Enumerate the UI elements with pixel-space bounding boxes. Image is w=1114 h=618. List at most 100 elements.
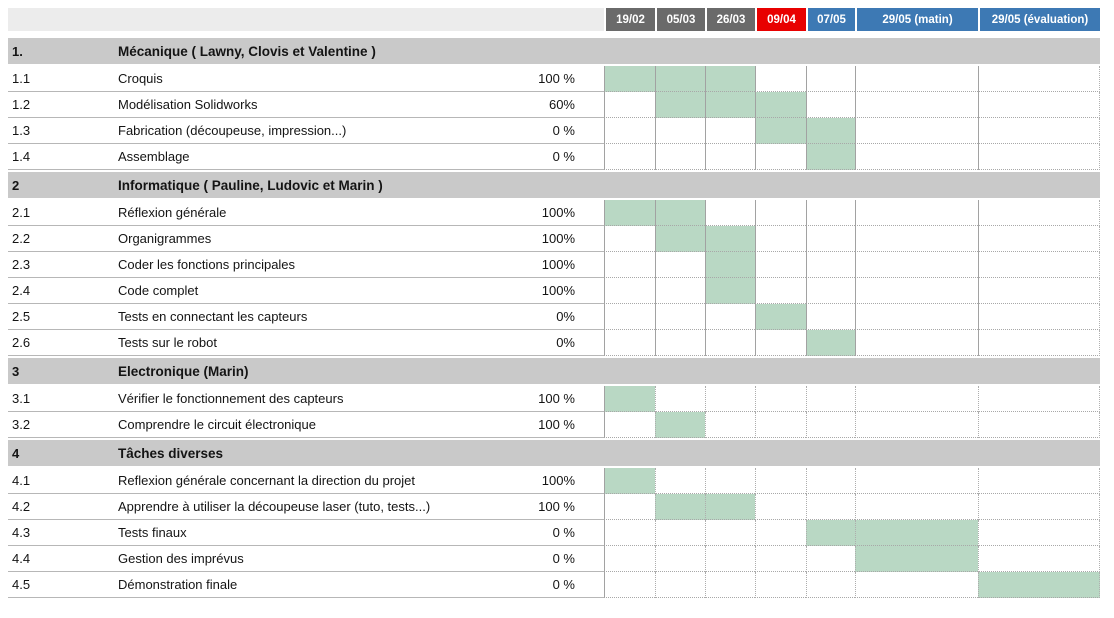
gantt-cell[interactable] bbox=[855, 278, 978, 304]
task-id[interactable]: 4.5 bbox=[8, 572, 118, 598]
gantt-cell[interactable] bbox=[655, 386, 705, 412]
task-progress[interactable]: 100 % bbox=[500, 412, 604, 438]
section-id[interactable]: 1. bbox=[12, 43, 23, 59]
gantt-cell-filled[interactable] bbox=[604, 386, 655, 412]
task-label[interactable]: Tests sur le robot bbox=[118, 330, 500, 356]
gantt-cell[interactable] bbox=[855, 468, 978, 494]
gantt-cell[interactable] bbox=[604, 252, 655, 278]
gantt-cell[interactable] bbox=[978, 66, 1100, 92]
gantt-cell[interactable] bbox=[755, 278, 806, 304]
gantt-cell[interactable] bbox=[855, 118, 978, 144]
task-id[interactable]: 4.1 bbox=[8, 468, 118, 494]
gantt-cell[interactable] bbox=[978, 226, 1100, 252]
gantt-cell-filled[interactable] bbox=[655, 412, 705, 438]
gantt-cell[interactable] bbox=[655, 304, 705, 330]
task-progress[interactable]: 100% bbox=[500, 278, 604, 304]
task-label[interactable]: Tests finaux bbox=[118, 520, 500, 546]
task-id[interactable]: 2.1 bbox=[8, 200, 118, 226]
task-label[interactable]: Fabrication (découpeuse, impression...) bbox=[118, 118, 500, 144]
gantt-cell[interactable] bbox=[705, 468, 755, 494]
gantt-cell[interactable] bbox=[604, 330, 655, 356]
gantt-cell[interactable] bbox=[978, 520, 1100, 546]
section-title[interactable]: Informatique ( Pauline, Ludovic et Marin… bbox=[118, 177, 383, 193]
gantt-cell-filled[interactable] bbox=[978, 572, 1100, 598]
gantt-cell[interactable] bbox=[855, 252, 978, 278]
gantt-cell[interactable] bbox=[655, 468, 705, 494]
date-header-cell[interactable]: 07/05 bbox=[806, 8, 855, 31]
task-id[interactable]: 2.3 bbox=[8, 252, 118, 278]
gantt-cell-filled[interactable] bbox=[755, 304, 806, 330]
gantt-cell[interactable] bbox=[755, 468, 806, 494]
gantt-cell[interactable] bbox=[806, 468, 855, 494]
gantt-cell[interactable] bbox=[806, 546, 855, 572]
gantt-cell[interactable] bbox=[755, 200, 806, 226]
gantt-cell[interactable] bbox=[806, 386, 855, 412]
gantt-cell[interactable] bbox=[604, 144, 655, 170]
gantt-cell[interactable] bbox=[755, 252, 806, 278]
gantt-cell[interactable] bbox=[604, 546, 655, 572]
gantt-cell[interactable] bbox=[806, 200, 855, 226]
gantt-cell[interactable] bbox=[705, 546, 755, 572]
gantt-cell[interactable] bbox=[655, 278, 705, 304]
task-progress[interactable]: 0 % bbox=[500, 520, 604, 546]
task-progress[interactable]: 100 % bbox=[500, 386, 604, 412]
gantt-cell[interactable] bbox=[655, 144, 705, 170]
gantt-cell[interactable] bbox=[855, 200, 978, 226]
gantt-cell[interactable] bbox=[705, 304, 755, 330]
gantt-cell[interactable] bbox=[855, 386, 978, 412]
task-id[interactable]: 3.1 bbox=[8, 386, 118, 412]
task-progress[interactable]: 100% bbox=[500, 468, 604, 494]
gantt-cell[interactable] bbox=[978, 412, 1100, 438]
gantt-cell[interactable] bbox=[855, 66, 978, 92]
date-header-cell[interactable]: 19/02 bbox=[604, 8, 655, 31]
gantt-cell[interactable] bbox=[978, 278, 1100, 304]
gantt-cell-filled[interactable] bbox=[604, 200, 655, 226]
task-progress[interactable]: 100 % bbox=[500, 66, 604, 92]
gantt-cell-filled[interactable] bbox=[855, 520, 978, 546]
section-id[interactable]: 4 bbox=[12, 445, 20, 461]
gantt-cell[interactable] bbox=[978, 494, 1100, 520]
gantt-cell-filled[interactable] bbox=[655, 226, 705, 252]
gantt-cell[interactable] bbox=[655, 520, 705, 546]
task-id[interactable]: 2.5 bbox=[8, 304, 118, 330]
gantt-cell-filled[interactable] bbox=[705, 92, 755, 118]
gantt-cell[interactable] bbox=[604, 572, 655, 598]
gantt-cell[interactable] bbox=[855, 226, 978, 252]
task-progress[interactable]: 100% bbox=[500, 200, 604, 226]
gantt-cell[interactable] bbox=[604, 278, 655, 304]
gantt-cell-filled[interactable] bbox=[705, 66, 755, 92]
gantt-cell[interactable] bbox=[604, 412, 655, 438]
gantt-cell[interactable] bbox=[755, 520, 806, 546]
gantt-cell[interactable] bbox=[604, 92, 655, 118]
gantt-cell[interactable] bbox=[755, 144, 806, 170]
task-label[interactable]: Reflexion générale concernant la directi… bbox=[118, 468, 500, 494]
gantt-cell[interactable] bbox=[755, 386, 806, 412]
gantt-cell[interactable] bbox=[855, 572, 978, 598]
task-label[interactable]: Réflexion générale bbox=[118, 200, 500, 226]
gantt-cell[interactable] bbox=[604, 118, 655, 144]
task-progress[interactable]: 60% bbox=[500, 92, 604, 118]
gantt-cell-filled[interactable] bbox=[705, 494, 755, 520]
section-id[interactable]: 3 bbox=[12, 363, 20, 379]
gantt-cell[interactable] bbox=[978, 92, 1100, 118]
task-label[interactable]: Apprendre à utiliser la découpeuse laser… bbox=[118, 494, 500, 520]
gantt-cell-filled[interactable] bbox=[855, 546, 978, 572]
gantt-cell-filled[interactable] bbox=[755, 118, 806, 144]
gantt-cell[interactable] bbox=[705, 200, 755, 226]
gantt-cell[interactable] bbox=[855, 144, 978, 170]
gantt-cell-filled[interactable] bbox=[655, 92, 705, 118]
gantt-cell-filled[interactable] bbox=[705, 278, 755, 304]
section-title[interactable]: Tâches diverses bbox=[118, 445, 224, 461]
gantt-cell[interactable] bbox=[705, 118, 755, 144]
gantt-cell[interactable] bbox=[655, 330, 705, 356]
task-label[interactable]: Croquis bbox=[118, 66, 500, 92]
gantt-cell[interactable] bbox=[755, 572, 806, 598]
gantt-cell[interactable] bbox=[806, 304, 855, 330]
gantt-cell-filled[interactable] bbox=[604, 468, 655, 494]
gantt-cell[interactable] bbox=[978, 144, 1100, 170]
gantt-cell-filled[interactable] bbox=[604, 66, 655, 92]
gantt-cell[interactable] bbox=[978, 468, 1100, 494]
section-title[interactable]: Mécanique ( Lawny, Clovis et Valentine ) bbox=[118, 43, 376, 59]
task-label[interactable]: Démonstration finale bbox=[118, 572, 500, 598]
task-id[interactable]: 2.6 bbox=[8, 330, 118, 356]
